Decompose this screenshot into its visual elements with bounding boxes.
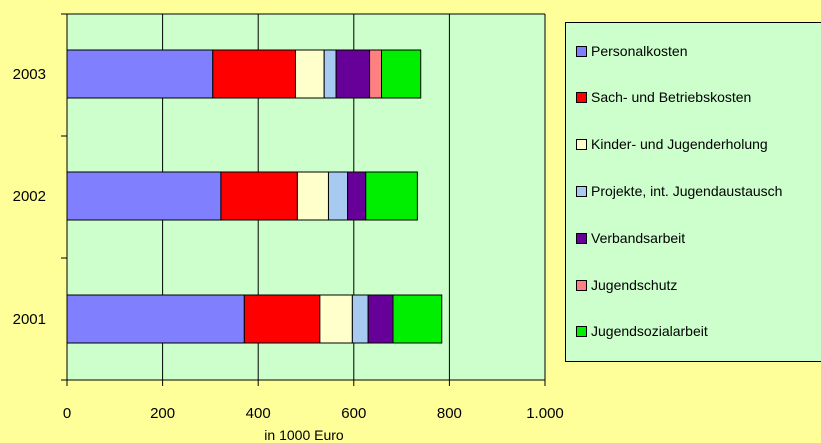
- category-label-2001: 2001: [13, 311, 46, 328]
- legend-swatch: [576, 45, 587, 57]
- legend-swatch: [576, 232, 587, 244]
- x-tick-labels: 0 200 400 600 800 1.000: [63, 405, 564, 422]
- legend-label: Projekte, int. Jugendaustausch: [591, 183, 783, 199]
- bar-2003-jugendsozialarbeit: [381, 49, 422, 99]
- category-label-2003: 2003: [13, 66, 46, 83]
- bar-2001-jugendsozialarbeit: [392, 294, 443, 344]
- x-tick-label: 400: [246, 405, 271, 422]
- legend-item-jugendsozialarbeit: Jugendsozialarbeit: [576, 323, 708, 339]
- x-axis-title: in 1000 Euro: [264, 427, 344, 443]
- legend-item-jugendschutz: Jugendschutz: [576, 277, 677, 293]
- x-tick-label: 200: [150, 405, 175, 422]
- legend-swatch: [576, 325, 587, 337]
- legend-item-verbandsarbeit: Verbandsarbeit: [576, 230, 685, 246]
- legend: Personalkosten Sach- und Betriebskosten Ki…: [565, 22, 821, 362]
- legend-label: Jugendschutz: [591, 277, 678, 293]
- legend-item-personalkosten: Personalkosten: [576, 43, 688, 59]
- bar-2001-kinder-und-jugenderholung: [319, 294, 353, 344]
- bar-2003-jugendschutz: [369, 49, 383, 99]
- bar-2002-jugendsozialarbeit: [365, 171, 418, 221]
- legend-swatch: [576, 185, 587, 197]
- category-labels: 2001 2002 2003: [13, 66, 46, 328]
- bar-2003-projekte-int-jugendaustausch: [323, 49, 337, 99]
- legend-label: Sach- und Betriebskosten: [591, 89, 752, 105]
- bar-2002-projekte-int-jugendaustausch: [327, 171, 349, 221]
- bar-2003-personalkosten: [66, 49, 214, 99]
- x-tick-label: 600: [341, 405, 366, 422]
- x-tick-label: 800: [437, 405, 462, 422]
- legend-label: Personalkosten: [591, 43, 688, 59]
- bar-2002-sach-und-betriebskosten: [220, 171, 298, 221]
- legend-swatch: [576, 138, 587, 150]
- bars: [66, 49, 443, 344]
- legend-item-sach-und-betriebskosten: Sach- und Betriebskosten: [576, 89, 751, 105]
- x-tick-label: 1.000: [526, 405, 564, 422]
- bar-2003-verbandsarbeit: [335, 49, 371, 99]
- bar-2003-sach-und-betriebskosten: [212, 49, 296, 99]
- legend-swatch: [576, 91, 587, 103]
- bar-2001-projekte-int-jugendaustausch: [351, 294, 369, 344]
- category-label-2002: 2002: [13, 188, 46, 205]
- bar-2002-verbandsarbeit: [347, 171, 367, 221]
- bar-2001-sach-und-betriebskosten: [243, 294, 321, 344]
- legend-item-projekte-int-jugendaustausch: Projekte, int. Jugendaustausch: [576, 183, 782, 199]
- legend-label: Verbandsarbeit: [591, 230, 686, 246]
- bar-2001-verbandsarbeit: [367, 294, 394, 344]
- bar-2002-kinder-und-jugenderholung: [296, 171, 329, 221]
- legend-label: Jugendsozialarbeit: [591, 323, 708, 339]
- x-tick-label: 0: [63, 405, 71, 422]
- axes: [61, 13, 546, 386]
- bar-2001-personalkosten: [66, 294, 245, 344]
- bar-2003-kinder-und-jugenderholung: [294, 49, 325, 99]
- legend-item-kinder-und-jugenderholung: Kinder- und Jugenderholung: [576, 136, 768, 152]
- bar-2002-personalkosten: [66, 171, 222, 221]
- legend-label: Kinder- und Jugenderholung: [591, 136, 768, 152]
- legend-swatch: [576, 279, 587, 291]
